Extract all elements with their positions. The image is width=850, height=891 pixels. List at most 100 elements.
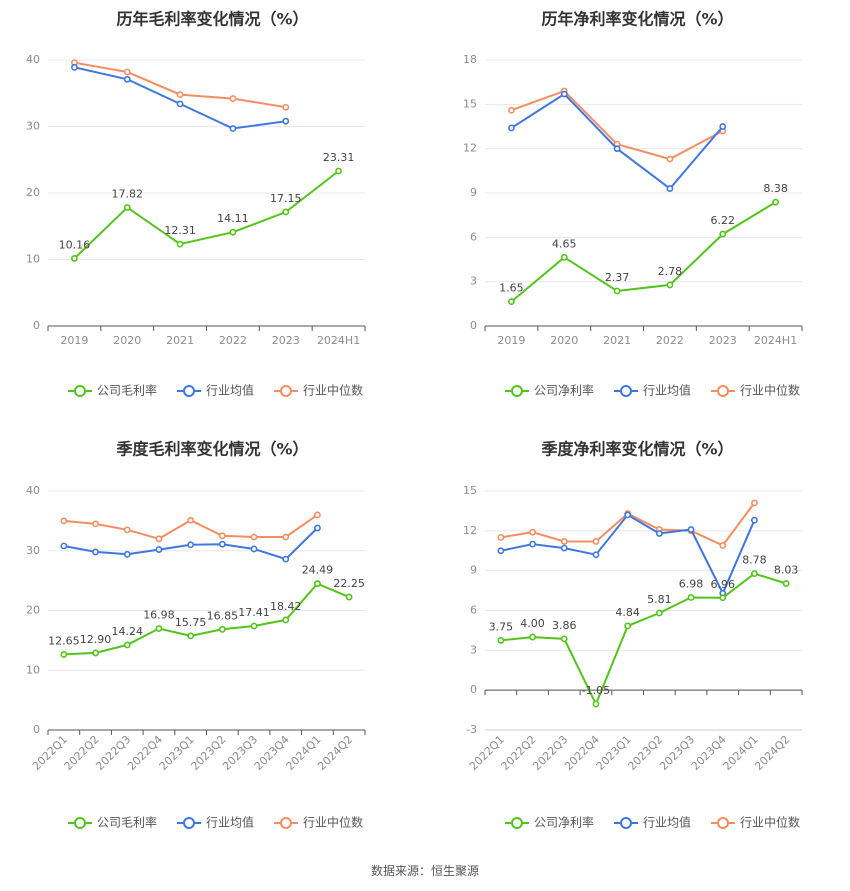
series-line-company xyxy=(500,572,787,707)
legend-label: 行业中位数 xyxy=(303,383,363,398)
data-point-company xyxy=(613,287,621,295)
legend-swatch-marker xyxy=(280,817,292,829)
data-label: 17.15 xyxy=(270,192,302,205)
data-point-company xyxy=(687,594,695,601)
data-point-avg xyxy=(655,530,663,537)
chart-title: 季度毛利率变化情况（%） xyxy=(115,440,308,459)
data-point-median xyxy=(250,533,258,541)
data-point-avg xyxy=(314,524,321,532)
y-tick-label: 6 xyxy=(470,604,477,617)
data-point-median xyxy=(529,528,536,536)
data-point-avg xyxy=(60,542,68,550)
legend-swatch-marker xyxy=(717,385,729,397)
data-point-avg xyxy=(613,145,621,153)
legend-label: 公司毛利率 xyxy=(97,383,157,398)
data-point-company xyxy=(592,700,600,708)
data-point-avg xyxy=(123,550,131,558)
data-point-company xyxy=(497,636,505,644)
y-tick-label: 0 xyxy=(470,319,477,332)
legend-item-median: 行业中位数 xyxy=(274,383,363,398)
legend-label: 行业均值 xyxy=(643,815,691,830)
data-point-company xyxy=(624,622,632,630)
data-point-median xyxy=(218,532,226,540)
y-tick-label: 20 xyxy=(26,186,40,199)
legend-swatch-marker xyxy=(620,817,632,829)
data-point-company xyxy=(719,230,727,238)
legend-swatch-marker xyxy=(280,385,292,397)
data-point-company xyxy=(529,633,536,641)
data-label: 6.22 xyxy=(711,214,736,227)
data-label: 4.00 xyxy=(520,617,545,630)
data-point-median xyxy=(155,535,163,543)
y-tick-label: 15 xyxy=(463,97,477,110)
data-point-median xyxy=(282,103,290,111)
data-point-median xyxy=(508,106,515,114)
data-point-median xyxy=(123,68,131,76)
data-point-company xyxy=(666,281,674,289)
data-label: -1.05 xyxy=(582,684,610,697)
data-point-median xyxy=(666,155,674,163)
legend-item-avg: 行业均值 xyxy=(177,815,254,830)
x-tick-label: 2024Q2 xyxy=(752,733,792,773)
y-tick-label: 9 xyxy=(470,564,477,577)
data-label: 24.49 xyxy=(302,564,334,577)
data-source-note: 数据来源：恒生聚源 xyxy=(370,864,479,878)
legend-label: 公司毛利率 xyxy=(97,815,157,830)
y-tick-label: 12 xyxy=(463,142,477,155)
y-tick-label: 0 xyxy=(33,319,40,332)
y-tick-label: 10 xyxy=(26,253,40,266)
legend-item-company: 公司净利率 xyxy=(505,815,594,830)
y-tick-label: 3 xyxy=(470,275,477,288)
legend-label: 行业中位数 xyxy=(740,815,800,830)
data-label: 2.37 xyxy=(605,271,630,284)
data-point-company xyxy=(560,253,568,261)
data-point-company xyxy=(187,632,195,640)
legend-item-avg: 行业均值 xyxy=(614,815,691,830)
data-point-company xyxy=(71,255,78,262)
data-label: 22.25 xyxy=(333,577,365,590)
data-label: 23.31 xyxy=(323,151,355,164)
data-point-median xyxy=(592,538,600,545)
data-point-company xyxy=(560,635,568,643)
data-point-company xyxy=(176,240,184,248)
data-point-median xyxy=(282,533,290,541)
legend-label: 行业均值 xyxy=(206,383,254,398)
data-label: 8.78 xyxy=(742,554,767,567)
series-line-median xyxy=(500,502,756,547)
data-point-company xyxy=(60,651,68,658)
data-point-avg xyxy=(250,545,258,553)
data-point-avg xyxy=(282,117,290,125)
data-point-company xyxy=(92,649,99,657)
data-point-median xyxy=(176,91,184,98)
data-point-avg xyxy=(529,540,536,548)
data-point-company xyxy=(335,167,342,175)
data-label: 16.98 xyxy=(143,609,175,622)
legend-label: 行业均值 xyxy=(206,815,254,830)
legend-label: 行业均值 xyxy=(643,383,691,398)
chart-title: 历年净利率变化情况（%） xyxy=(541,10,733,29)
annual-net-margin-chart: 历年净利率变化情况（%） 0 3 6 9 12 15 18 2019 2020 2021 2022 20… xyxy=(463,10,803,398)
y-tick-label: -3 xyxy=(466,723,477,736)
legend-swatch-marker xyxy=(620,385,632,397)
data-point-avg xyxy=(560,544,568,552)
legend-item-median: 行业中位数 xyxy=(711,383,800,398)
legend-swatch-marker xyxy=(74,385,86,397)
x-tick-label: 2021 xyxy=(166,334,194,347)
y-tick-label: 6 xyxy=(470,230,477,243)
data-point-avg xyxy=(666,185,674,192)
data-point-company xyxy=(719,594,727,602)
data-point-median xyxy=(123,526,131,534)
quarterly-net-margin-chart: 季度净利率变化情况（%）-3036912152022Q12022Q22022Q3… xyxy=(463,440,803,830)
x-tick-label: 2023 xyxy=(272,334,300,347)
legend-item-median: 行业中位数 xyxy=(711,815,800,830)
legend-item-company: 公司毛利率 xyxy=(68,383,157,398)
y-tick-label: 40 xyxy=(26,53,40,66)
x-tick-label: 2024Q2 xyxy=(315,733,355,773)
legend-swatch-marker xyxy=(717,817,729,829)
data-point-median xyxy=(751,499,758,507)
data-point-avg xyxy=(508,124,515,132)
y-tick-label: 9 xyxy=(470,186,477,199)
series-line-company xyxy=(510,201,777,303)
legend-item-avg: 行业均值 xyxy=(614,383,691,398)
